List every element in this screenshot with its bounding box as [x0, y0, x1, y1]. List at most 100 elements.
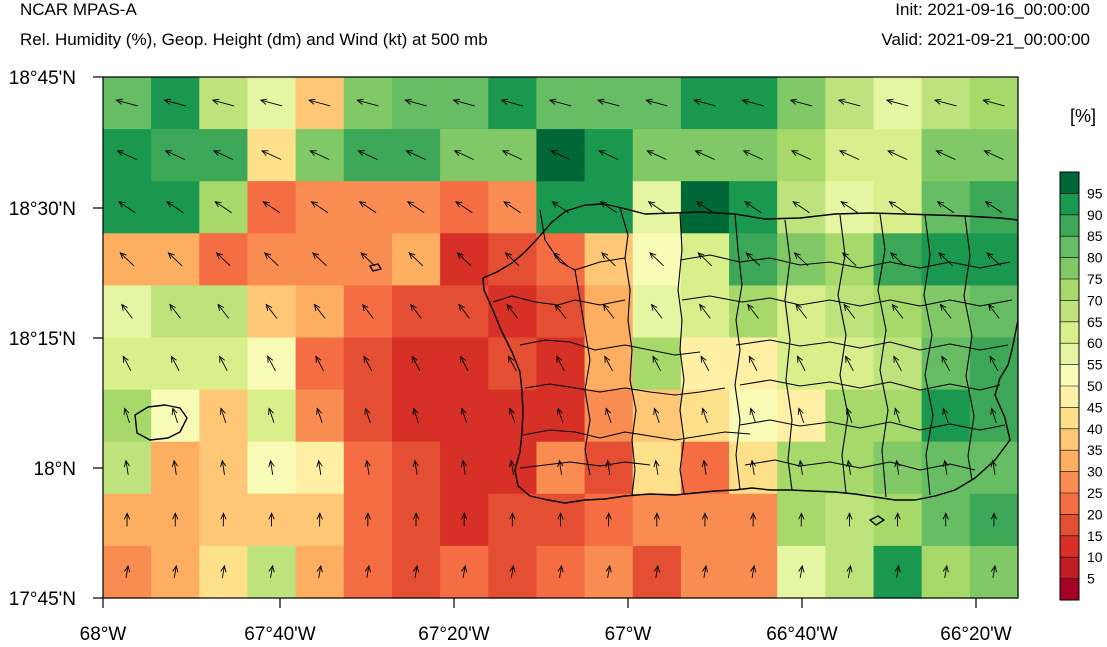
colorbar-swatch: [1060, 364, 1079, 387]
wind-arrow: [268, 356, 276, 372]
wind-arrow: [939, 253, 953, 267]
colorbar-swatch: [1060, 300, 1079, 323]
wind-arrow: [220, 356, 228, 372]
wind-arrow: [848, 461, 850, 475]
wind-arrow: [987, 253, 1002, 267]
wind-arrow: [848, 566, 850, 578]
valid-time: Valid: 2021-09-21_00:00:00: [881, 30, 1090, 49]
colorbar-label: 90: [1087, 207, 1103, 223]
wind-arrow: [415, 461, 417, 475]
colorbar-swatch: [1060, 557, 1079, 579]
wind-arrow: [746, 253, 761, 267]
colorbar-label: 10: [1087, 549, 1103, 565]
wind-arrow: [887, 100, 909, 107]
colorbar-label: 40: [1087, 421, 1103, 437]
colorbar-label: 60: [1087, 335, 1103, 351]
wind-arrow: [749, 356, 758, 372]
wind-arrow: [888, 151, 908, 160]
wind-arrow: [511, 461, 513, 475]
wind-arrow: [263, 202, 281, 214]
wind-arrow: [119, 202, 136, 214]
wind-arrow: [993, 461, 995, 475]
colorbar-swatch: [1060, 257, 1079, 280]
wind-arrow: [126, 566, 128, 578]
wind-arrow: [215, 202, 232, 214]
map-title: NCAR MPAS-A: [20, 0, 137, 19]
colorbar-swatch: [1060, 279, 1079, 301]
wind-arrow: [752, 566, 754, 578]
wind-arrow: [606, 408, 612, 424]
colorbar-swatch: [1060, 236, 1079, 258]
colorbar-swatch: [1060, 578, 1079, 601]
wind-arrow: [167, 202, 184, 214]
colorbar-swatch: [1060, 386, 1079, 408]
wind-arrow: [363, 305, 374, 319]
wind-arrow: [271, 461, 273, 475]
wind-arrow: [221, 408, 227, 424]
colorbar-swatch: [1060, 321, 1079, 344]
wind-arrow: [409, 253, 424, 267]
wind-arrow: [839, 100, 861, 107]
wind-arrow: [361, 253, 376, 267]
wind-arrow: [984, 151, 1004, 160]
wind-arrow: [652, 305, 663, 319]
axis-ticks: [93, 76, 977, 608]
wind-arrow: [309, 100, 331, 107]
wind-arrow: [262, 151, 282, 160]
colorbar-label: 30: [1087, 464, 1103, 480]
wind-arrow: [411, 305, 422, 319]
colorbar-label: 50: [1087, 378, 1103, 394]
wind-arrow: [407, 151, 426, 160]
wind-arrow: [173, 408, 179, 424]
colorbar-swatch: [1060, 343, 1079, 365]
wind-arrow: [319, 566, 321, 578]
wind-arrow: [847, 408, 853, 424]
colorbar-label: 75: [1087, 271, 1103, 287]
wind-arrow: [358, 151, 378, 160]
wind-arrow: [560, 566, 562, 578]
wind-arrow: [945, 461, 947, 475]
wind-arrow: [313, 253, 327, 267]
wind-arrow: [265, 253, 279, 267]
desecheo-island: [369, 263, 382, 272]
wind-arrow: [608, 461, 610, 475]
wind-arrow: [792, 151, 811, 160]
wind-arrow: [506, 253, 520, 267]
wind-arrow: [647, 151, 667, 160]
wind-arrow: [266, 305, 278, 319]
wind-arrow: [704, 566, 706, 578]
wind-arrow: [798, 356, 806, 372]
wind-arrow: [168, 253, 183, 267]
wind-arrow: [117, 100, 138, 107]
wind-arrow: [510, 408, 516, 424]
wind-arrow: [218, 305, 230, 319]
wind-arrow: [698, 253, 713, 267]
wind-arrow: [744, 151, 763, 160]
municipality-borders: [492, 207, 1013, 498]
lat-label-18n: 18°N: [34, 459, 76, 480]
colorbar-label: 45: [1087, 399, 1103, 415]
wind-arrow: [748, 305, 759, 319]
wind-arrow: [841, 202, 858, 214]
wind-arrow: [122, 305, 133, 319]
wind-arrow: [795, 253, 809, 267]
puerto-rico-outline: [482, 203, 1018, 504]
mona-island: [134, 404, 188, 441]
caja-de-muertos: [869, 515, 885, 526]
wind-arrow: [599, 151, 619, 160]
lon-label-67-20w: 67°20'W: [418, 624, 489, 645]
wind-arrow: [550, 100, 572, 107]
humidity-grid: [103, 77, 1019, 599]
wind-arrow: [646, 100, 668, 107]
wind-arrow: [897, 566, 899, 578]
wind-arrow: [791, 100, 813, 107]
wind-arrow: [269, 408, 275, 424]
init-time: Init: 2021-09-16_00:00:00: [895, 0, 1090, 19]
colorbar-swatch: [1060, 193, 1079, 216]
wind-arrow: [555, 305, 567, 319]
lon-label-68w: 68°W: [80, 624, 127, 645]
wind-arrow: [653, 356, 661, 372]
wind-arrow: [126, 461, 128, 475]
colorbar-label: 55: [1087, 357, 1103, 373]
wind-arrow: [217, 253, 231, 267]
